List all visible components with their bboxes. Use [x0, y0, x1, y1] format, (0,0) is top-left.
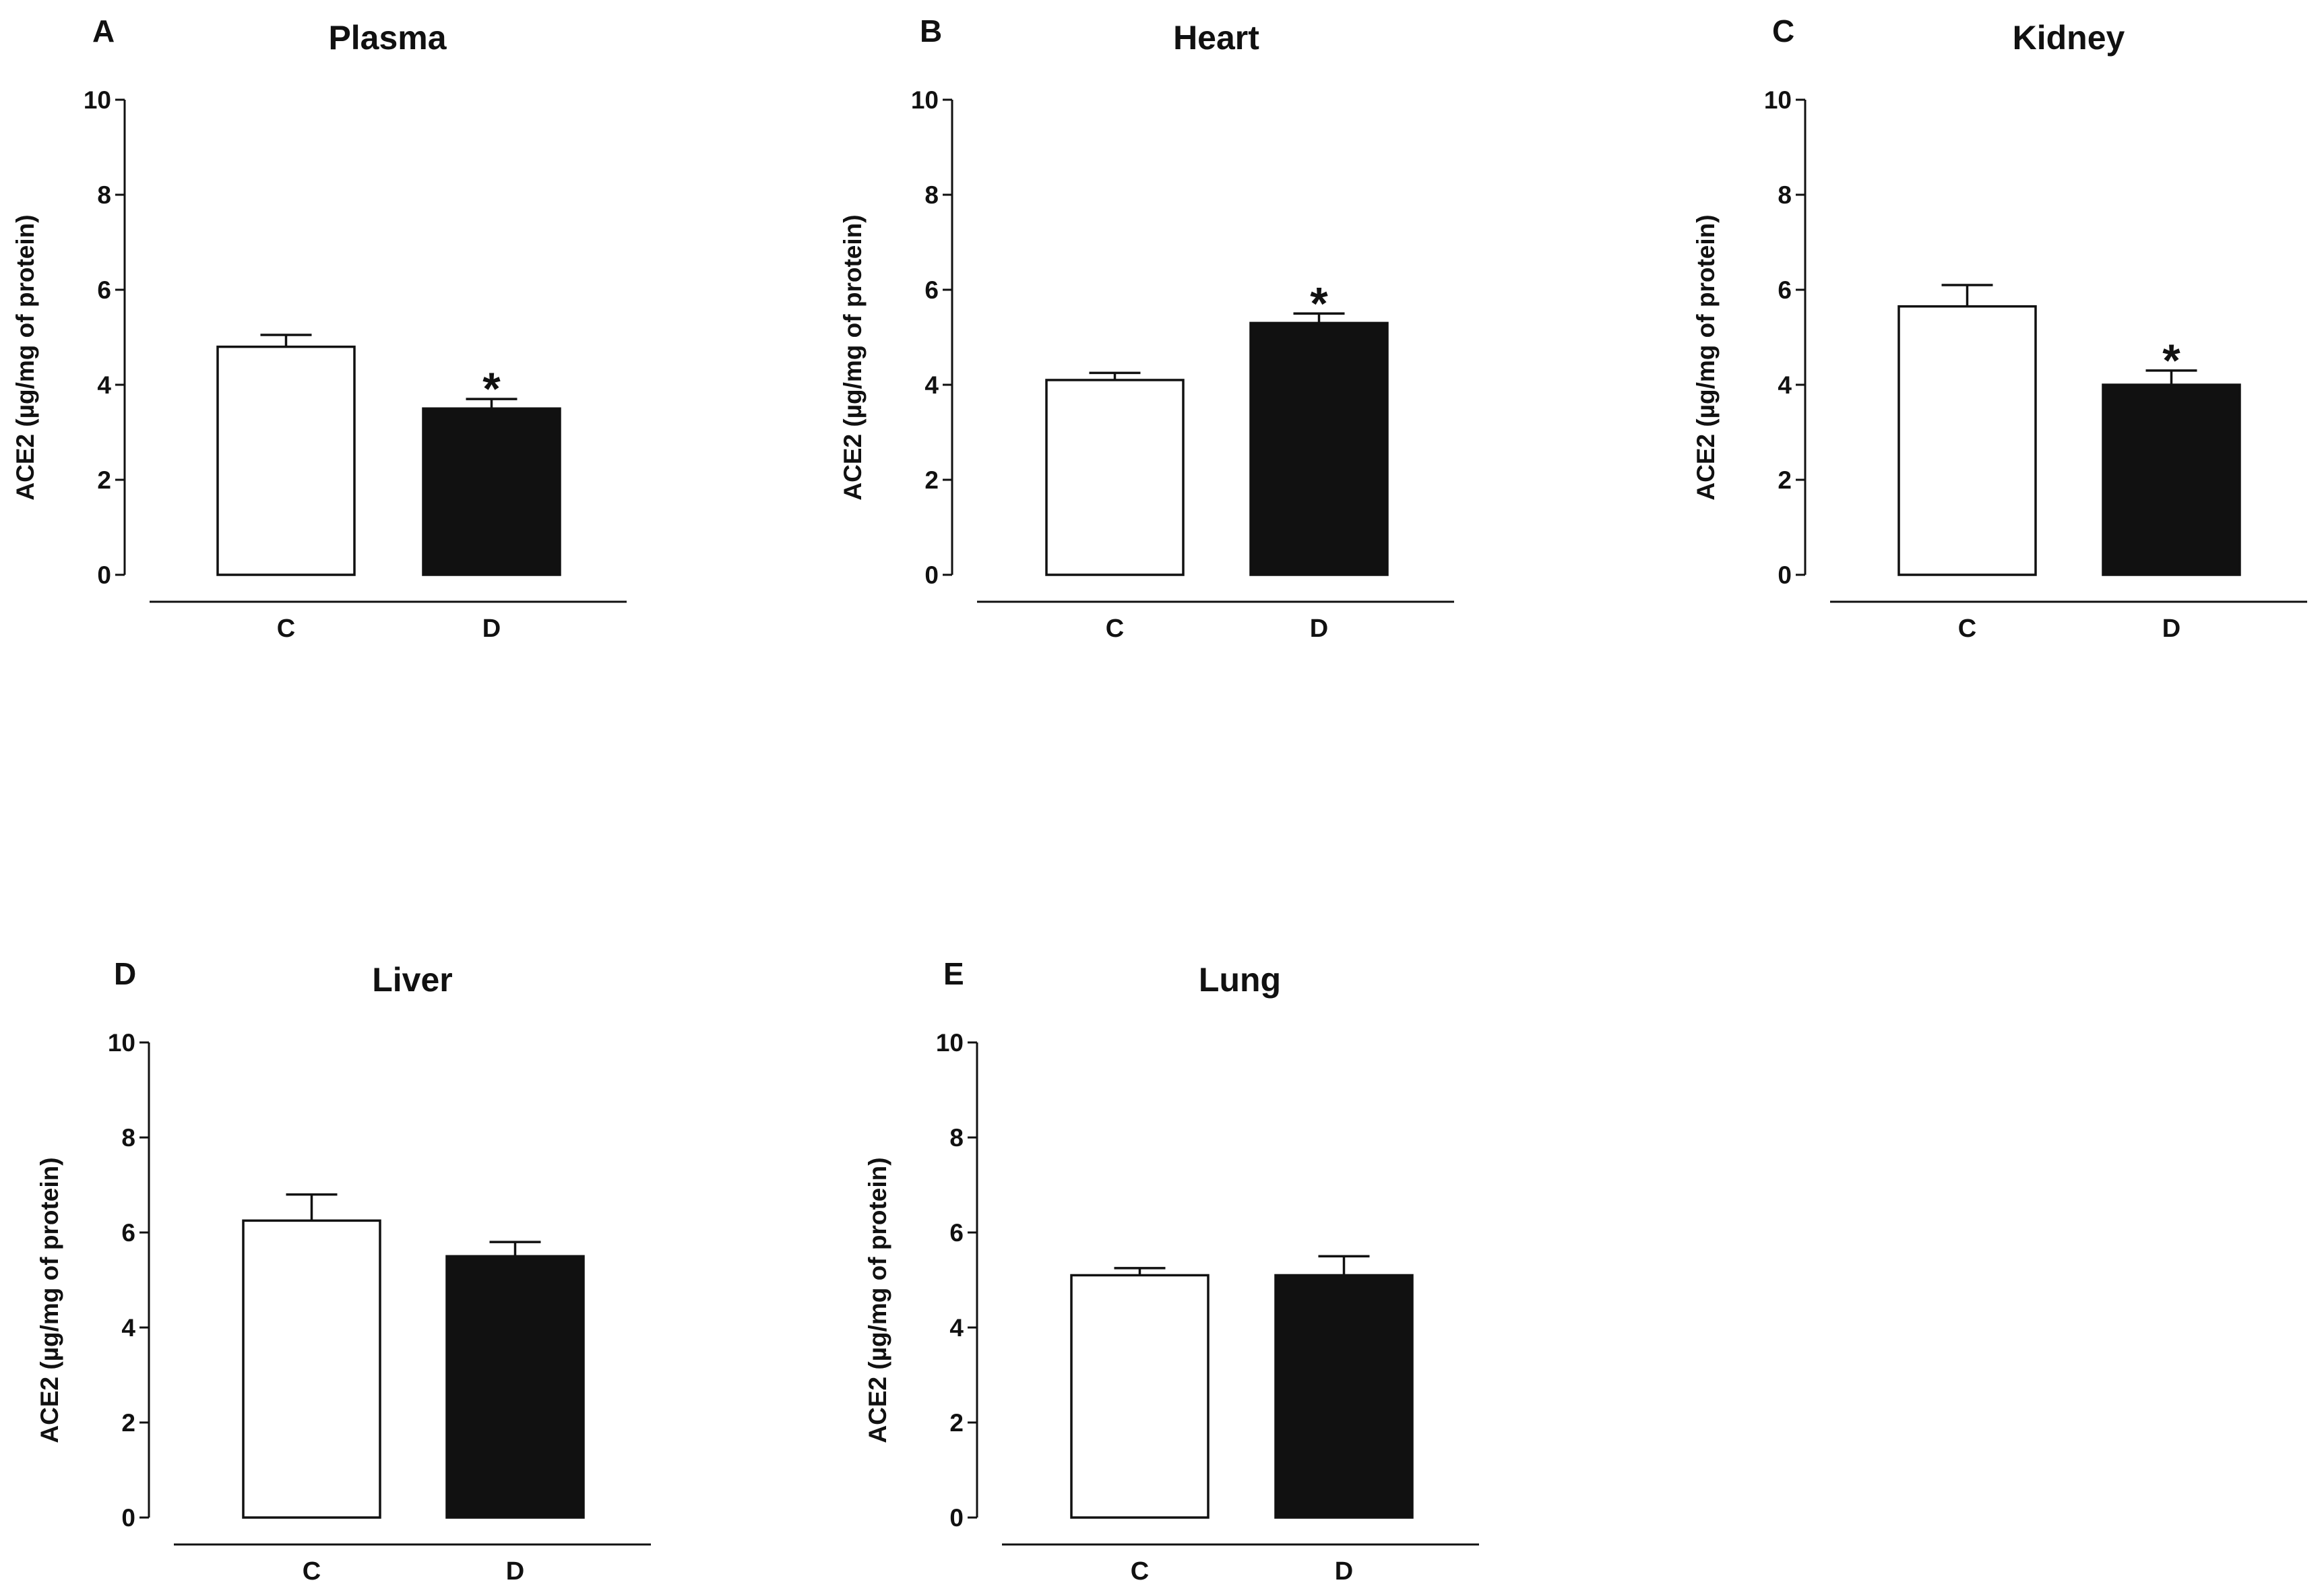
- y-tick-label: 10: [911, 86, 939, 114]
- category-label-d: D: [1335, 1557, 1353, 1586]
- bar-d: [1274, 1274, 1414, 1519]
- panel-letter: C: [1772, 13, 1794, 49]
- y-axis-title: ACE2 (µg/mg of protein): [864, 1157, 891, 1443]
- y-tick-label: 10: [936, 1029, 964, 1057]
- significance-marker: *: [2162, 335, 2180, 386]
- panel-title: Lung: [1199, 961, 1281, 999]
- bar-d: [2102, 383, 2241, 576]
- y-tick-label: 4: [949, 1314, 964, 1342]
- panel-letter: D: [114, 956, 136, 991]
- bar-d: [1249, 321, 1389, 576]
- y-axis-title: ACE2 (µg/mg of protein): [1692, 214, 1720, 500]
- category-label-c: C: [1106, 615, 1124, 643]
- y-tick-label: 0: [97, 561, 111, 589]
- significance-marker: *: [482, 363, 501, 414]
- panel-lung: E Lung 0 2 4 6 8 10 ACE2 (µg/mg of protein) C D: [864, 956, 1479, 1586]
- y-tick-label: 6: [1778, 276, 1792, 304]
- category-label-c: C: [1131, 1557, 1149, 1586]
- y-tick-label: 8: [924, 181, 939, 209]
- panel-liver: D Liver 0 2 4 6 8 10 ACE2 (µg/mg of protein) C D: [36, 956, 651, 1586]
- y-tick-label: 6: [924, 276, 939, 304]
- category-label-c: C: [1958, 615, 1976, 643]
- category-label-c: C: [277, 615, 295, 643]
- panel-plasma: A Plasma 0 2 4 6 8 10 ACE2 (µg/mg of protein) C D *: [11, 13, 627, 643]
- y-tick-label: 0: [121, 1504, 135, 1532]
- y-tick-label: 2: [97, 466, 111, 494]
- panel-heart: B Heart 0 2 4 6 8 10 ACE2 (µg/mg of protein) C D *: [839, 13, 1454, 643]
- y-tick-label: 4: [97, 371, 111, 399]
- y-tick-label: 2: [949, 1409, 964, 1437]
- y-tick-label: 8: [121, 1124, 135, 1152]
- bar-d: [422, 407, 561, 576]
- bar-c: [1070, 1274, 1210, 1519]
- category-label-d: D: [482, 615, 501, 643]
- y-tick-label: 8: [1778, 181, 1792, 209]
- y-tick-label: 6: [121, 1219, 135, 1247]
- category-label-d: D: [2162, 615, 2180, 643]
- category-label-c: C: [303, 1557, 321, 1586]
- bar-c: [242, 1219, 381, 1519]
- y-tick-label: 10: [108, 1029, 135, 1057]
- y-tick-label: 10: [84, 86, 111, 114]
- y-tick-label: 8: [949, 1124, 964, 1152]
- y-tick-label: 2: [121, 1409, 135, 1437]
- panel-letter: A: [92, 13, 115, 49]
- panel-title: Liver: [372, 961, 453, 999]
- y-tick-label: 2: [1778, 466, 1792, 494]
- significance-marker: *: [1310, 278, 1328, 329]
- y-axis-title: ACE2 (µg/mg of protein): [36, 1157, 63, 1443]
- bar-c: [1045, 379, 1185, 576]
- y-tick-label: 8: [97, 181, 111, 209]
- panel-letter: E: [943, 956, 964, 991]
- y-axis-title: ACE2 (µg/mg of protein): [839, 214, 867, 500]
- y-axis-title: ACE2 (µg/mg of protein): [11, 214, 39, 500]
- category-label-d: D: [1310, 615, 1328, 643]
- bar-c: [1897, 305, 2037, 576]
- category-label-d: D: [506, 1557, 524, 1586]
- y-tick-label: 4: [1778, 371, 1792, 399]
- y-tick-label: 2: [924, 466, 939, 494]
- panel-title: Kidney: [2013, 19, 2125, 57]
- y-tick-label: 6: [949, 1219, 964, 1247]
- y-tick-label: 4: [121, 1314, 135, 1342]
- y-tick-label: 4: [924, 371, 939, 399]
- y-tick-label: 0: [1778, 561, 1792, 589]
- panel-letter: B: [920, 13, 942, 49]
- panel-title: Heart: [1173, 19, 1259, 57]
- y-tick-label: 0: [924, 561, 939, 589]
- panel-kidney: C Kidney 0 2 4 6 8 10 ACE2 (µg/mg of protein) C D *: [1692, 13, 2307, 643]
- bar-d: [445, 1255, 585, 1519]
- y-tick-label: 10: [1764, 86, 1792, 114]
- panel-title: Plasma: [328, 19, 447, 57]
- y-tick-label: 6: [97, 276, 111, 304]
- y-tick-label: 0: [949, 1504, 964, 1532]
- bar-c: [216, 345, 356, 576]
